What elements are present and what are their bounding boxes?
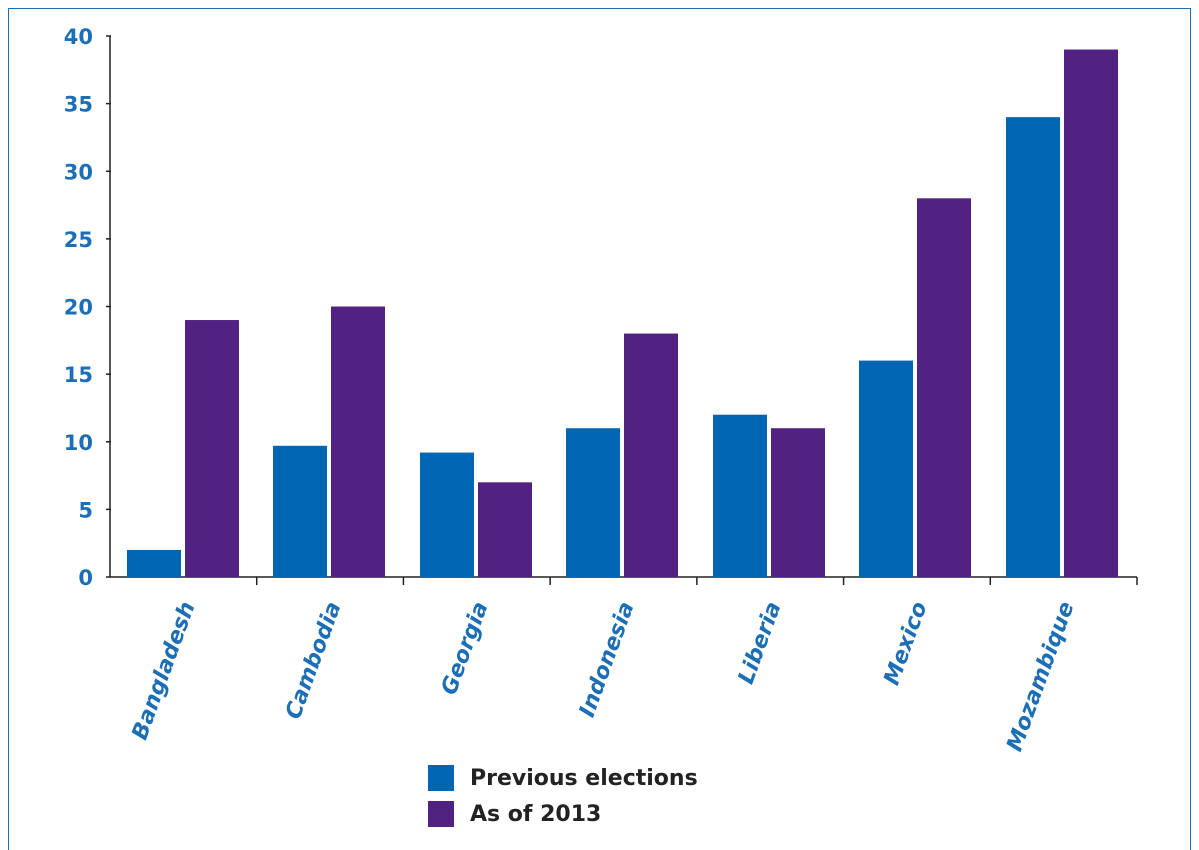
bar-2013-cambodia bbox=[331, 306, 385, 577]
y-tick-label: 15 bbox=[64, 363, 93, 387]
bar-previous-bangladesh bbox=[127, 549, 181, 577]
legend-label-2013: As of 2013 bbox=[470, 801, 602, 827]
category-label-georgia: Georgia bbox=[437, 599, 494, 699]
y-tick-label: 40 bbox=[64, 25, 93, 49]
y-tick-label: 30 bbox=[64, 160, 93, 184]
category-label-cambodia: Cambodia bbox=[281, 599, 347, 723]
category-label-mozambique: Mozambique bbox=[1002, 598, 1079, 754]
legend: Previous elections As of 2013 bbox=[428, 760, 698, 832]
category-label-indonesia: Indonesia bbox=[575, 599, 640, 721]
category-label-liberia: Liberia bbox=[734, 599, 787, 688]
bar-previous-cambodia bbox=[273, 445, 327, 577]
legend-item-previous: Previous elections bbox=[428, 760, 698, 796]
bar-previous-indonesia bbox=[566, 428, 620, 577]
y-tick-label: 20 bbox=[64, 296, 93, 320]
legend-label-previous: Previous elections bbox=[470, 765, 698, 791]
legend-swatch-previous bbox=[428, 765, 454, 791]
bar-previous-georgia bbox=[420, 452, 474, 577]
bar-2013-mozambique bbox=[1064, 49, 1118, 577]
legend-item-2013: As of 2013 bbox=[428, 796, 698, 832]
legend-swatch-2013 bbox=[428, 801, 454, 827]
y-tick-label: 35 bbox=[64, 93, 93, 117]
bar-2013-bangladesh bbox=[185, 320, 239, 577]
y-tick-label: 0 bbox=[78, 566, 93, 590]
y-tick-label: 25 bbox=[64, 228, 93, 252]
bar-previous-mexico bbox=[859, 360, 913, 577]
bar-2013-indonesia bbox=[624, 333, 678, 577]
bar-2013-mexico bbox=[917, 198, 971, 578]
bar-previous-mozambique bbox=[1006, 117, 1060, 578]
bar-2013-liberia bbox=[771, 428, 825, 577]
y-tick-label: 10 bbox=[64, 431, 93, 455]
category-label-bangladesh: Bangladesh bbox=[128, 599, 201, 744]
category-label-mexico: Mexico bbox=[879, 599, 932, 689]
bar-previous-liberia bbox=[713, 414, 767, 577]
bar-2013-georgia bbox=[478, 482, 532, 577]
y-tick-label: 5 bbox=[78, 498, 93, 522]
